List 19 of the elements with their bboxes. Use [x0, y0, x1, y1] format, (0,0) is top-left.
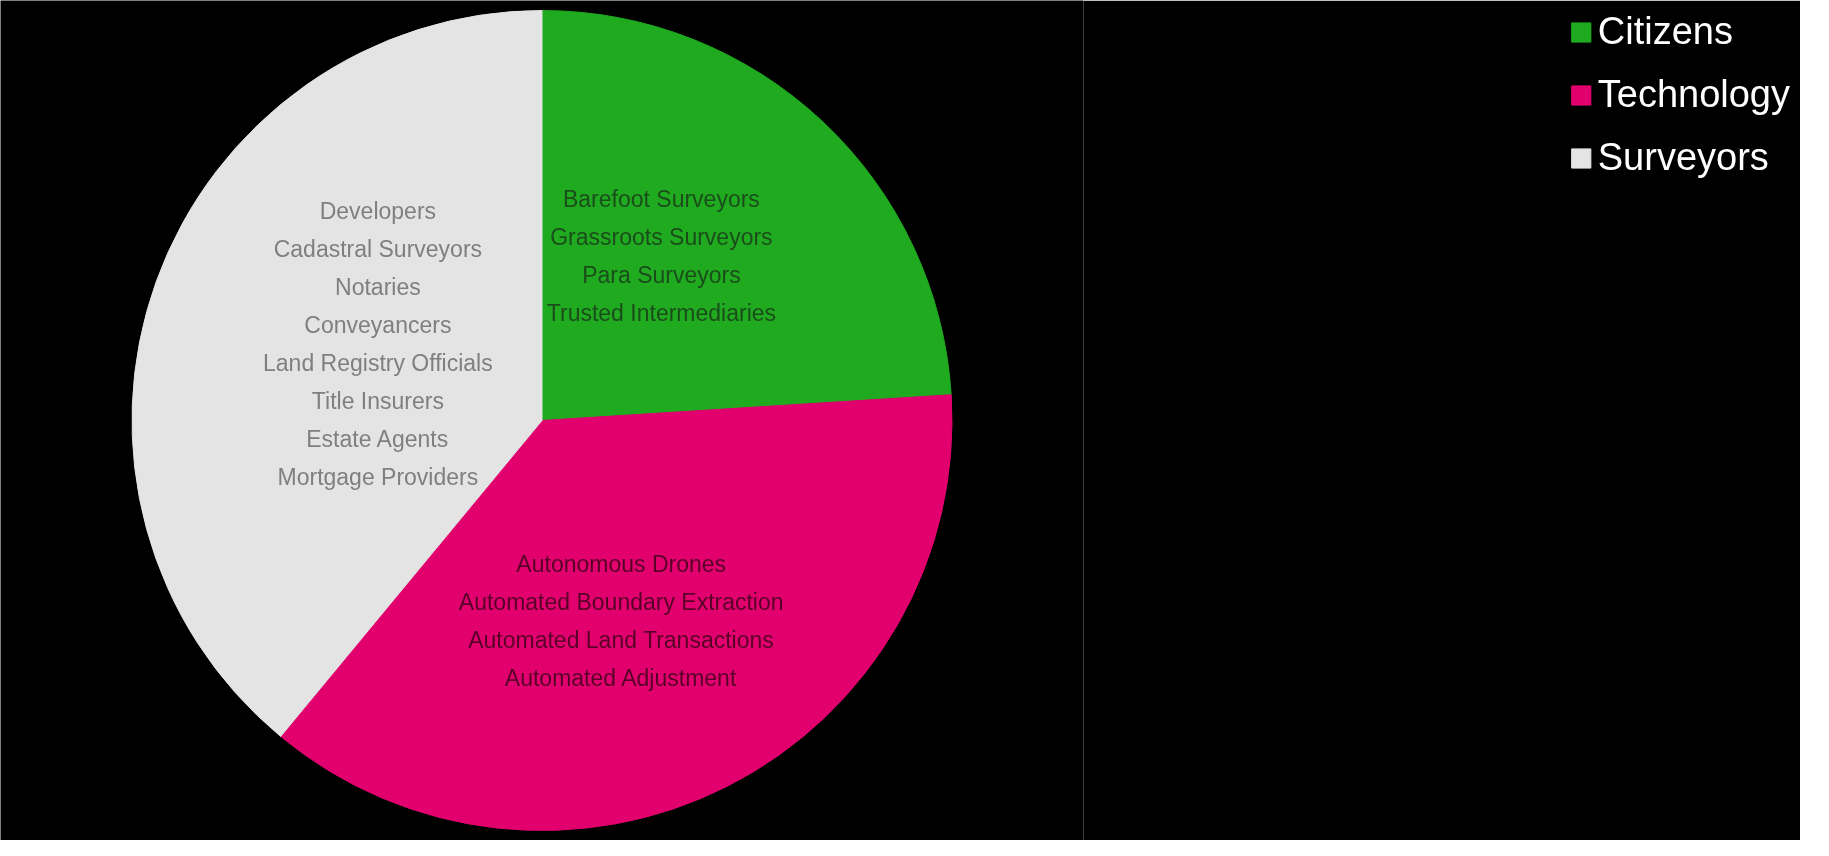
legend-label: Citizens	[1597, 10, 1733, 53]
text: Autonomous Drones	[516, 551, 727, 578]
text: Cadastral Surveyors	[273, 236, 483, 263]
text: Para Surveyors	[582, 262, 741, 289]
text: Automated Land Transactions	[468, 627, 774, 654]
text: Mortgage Providers	[277, 464, 479, 491]
legend-label: Technology	[1597, 73, 1790, 116]
text: Estate Agents	[306, 426, 449, 453]
text: Conveyancers	[304, 312, 452, 339]
text: Grassroots Surveyors	[550, 224, 773, 251]
text: Barefoot Surveyors	[562, 186, 760, 213]
text: Land Registry Officials	[263, 350, 493, 377]
text: Automated Adjustment	[504, 665, 737, 692]
text: Trusted Intermediaries	[546, 300, 777, 327]
legend-label: Surveyors	[1597, 136, 1769, 179]
text: Notaries	[335, 274, 421, 301]
text: Developers	[319, 198, 437, 225]
text: Title Insurers	[311, 388, 444, 415]
text: Automated Boundary Extraction	[458, 589, 784, 616]
